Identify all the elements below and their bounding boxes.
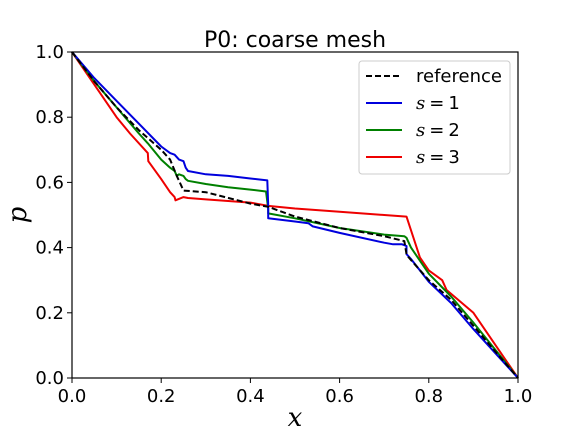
chart-title: P0: coarse mesh (204, 28, 386, 53)
legend-label-s3: s = 3 (416, 147, 460, 168)
x-tick-label: 0.0 (58, 386, 87, 407)
legend-label-s1: s = 1 (416, 93, 460, 114)
y-tick-label: 0.2 (35, 303, 64, 324)
x-tick-label: 0.6 (325, 386, 354, 407)
series-line-s3 (71, 51, 519, 379)
legend-label-reference: reference (416, 66, 502, 87)
x-tick-label: 1.0 (504, 386, 533, 407)
legend-box (358, 60, 511, 175)
x-tick-label: 0.8 (414, 386, 443, 407)
series-line-s2 (71, 51, 519, 379)
legend-label-s2: s = 2 (416, 120, 460, 141)
series-layer (71, 51, 519, 379)
y-tick-label: 0.8 (35, 107, 64, 128)
series-line-reference (71, 51, 519, 379)
y-tick-label: 0.0 (35, 368, 64, 389)
x-axis-ticks: 0.0 0.2 0.4 0.6 0.8 1.0 (58, 378, 533, 407)
y-tick-label: 0.4 (35, 238, 64, 259)
y-tick-label: 0.6 (35, 172, 64, 193)
y-axis-label: p (3, 206, 33, 223)
x-tick-label: 0.2 (147, 386, 176, 407)
y-tick-label: 1.0 (35, 42, 64, 63)
y-axis-ticks: 0.0 0.2 0.4 0.6 0.8 1.0 (35, 42, 72, 389)
x-tick-label: 0.4 (236, 386, 265, 407)
plot-frame (71, 51, 519, 379)
x-axis-label: x (288, 403, 303, 432)
legend: reference s = 1 s = 2 s = 3 (358, 60, 511, 175)
